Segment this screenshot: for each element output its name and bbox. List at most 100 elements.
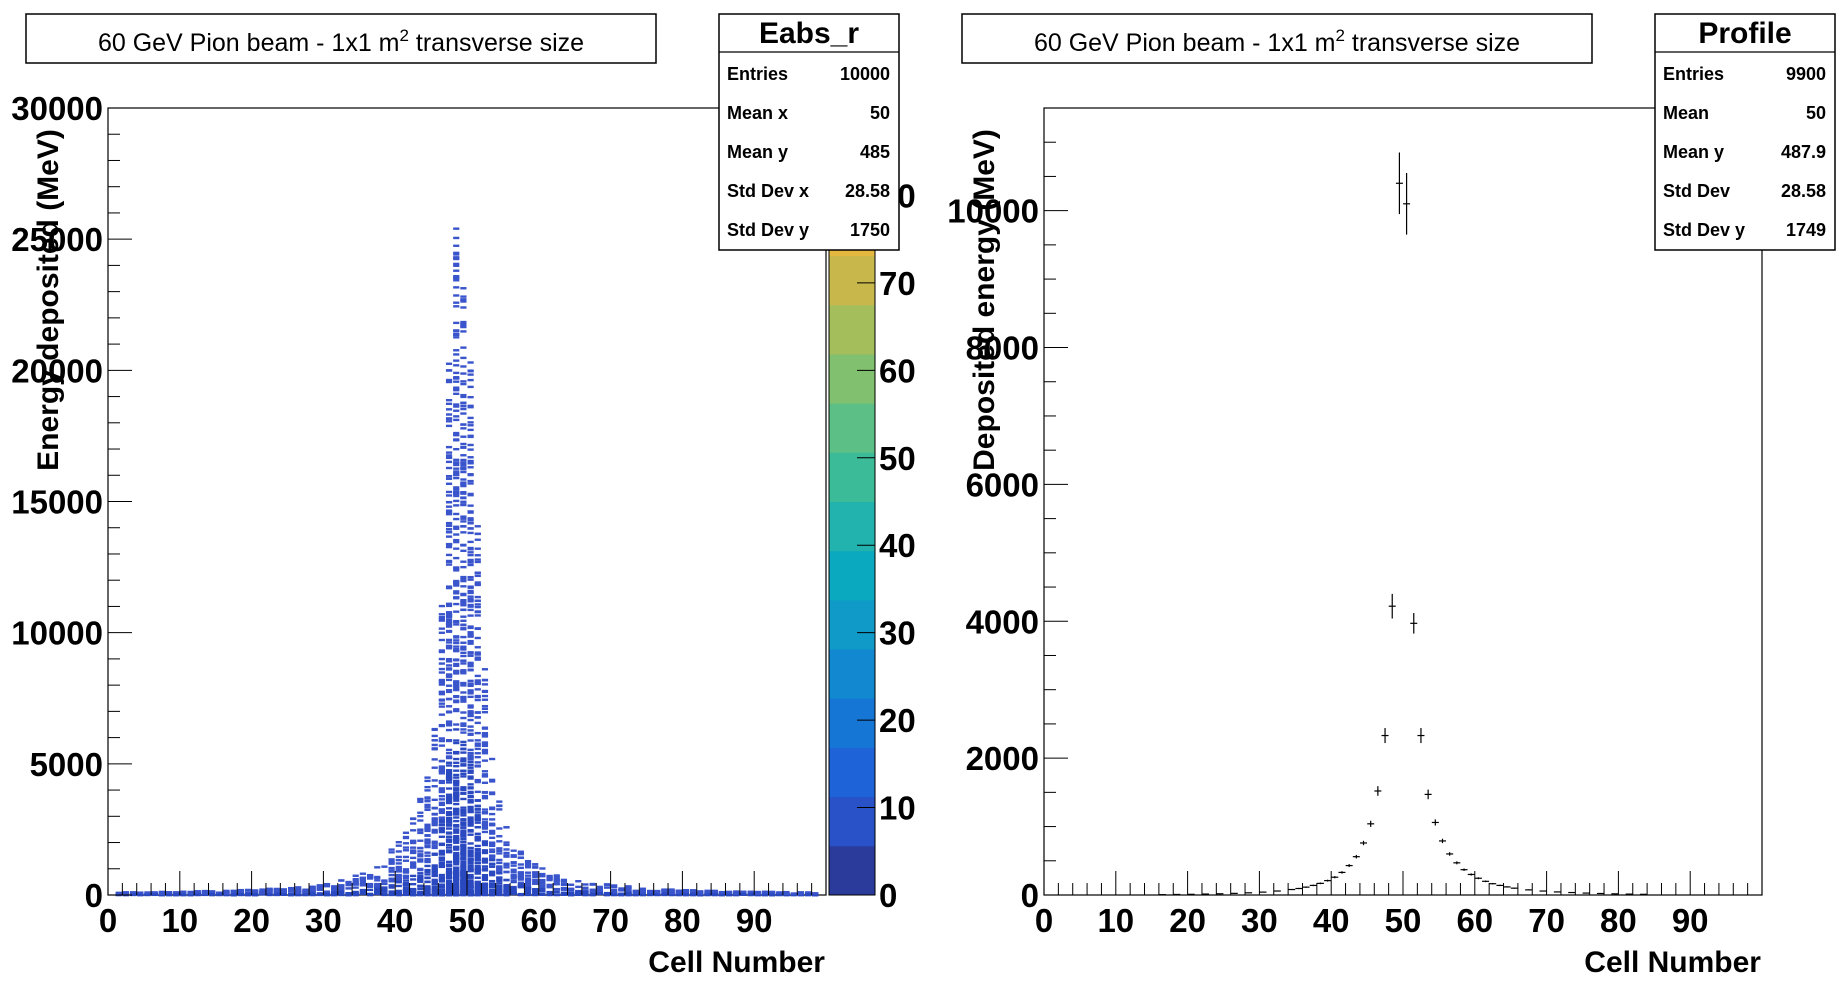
heatmap-cell bbox=[445, 711, 453, 714]
heatmap-cell bbox=[453, 461, 460, 464]
heatmap-cell bbox=[424, 785, 431, 789]
heatmap-cell bbox=[481, 850, 489, 853]
heatmap-cell bbox=[467, 816, 474, 819]
heatmap-cell bbox=[539, 882, 546, 885]
heatmap-cell bbox=[467, 640, 474, 644]
heatmap-cell bbox=[783, 892, 790, 895]
heatmap-cell bbox=[431, 869, 438, 873]
heatmap-cell bbox=[453, 881, 460, 885]
heatmap-cell bbox=[460, 772, 467, 776]
heatmap-cell bbox=[589, 892, 596, 895]
profile-point bbox=[1489, 882, 1497, 885]
heatmap-cell bbox=[460, 442, 467, 446]
heatmap-cell bbox=[553, 874, 560, 877]
heatmap-cell bbox=[467, 633, 474, 636]
heatmap-cell bbox=[481, 873, 489, 877]
heatmap-cell bbox=[503, 826, 510, 829]
heatmap-cell bbox=[445, 824, 453, 827]
heatmap-cell bbox=[395, 877, 402, 881]
heatmap-cell bbox=[553, 883, 560, 886]
heatmap-cell bbox=[467, 885, 474, 889]
heatmap-cell bbox=[481, 743, 489, 747]
heatmap-cell bbox=[568, 893, 575, 897]
heatmap-cell bbox=[467, 733, 474, 736]
heatmap-cell bbox=[431, 828, 438, 832]
heatmap-cell bbox=[438, 890, 445, 894]
heatmap-cell bbox=[474, 679, 481, 682]
heatmap-cell bbox=[481, 865, 489, 868]
heatmap-cell bbox=[438, 798, 445, 801]
heatmap-cell bbox=[438, 877, 445, 880]
heatmap-cell bbox=[812, 892, 819, 895]
heatmap-cell bbox=[345, 892, 352, 895]
colorbar-tick-label: 50 bbox=[879, 440, 916, 477]
heatmap-cell bbox=[453, 878, 460, 881]
heatmap-cell bbox=[474, 711, 481, 714]
right-stats-title: Profile bbox=[1698, 17, 1791, 50]
heatmap-cell bbox=[445, 604, 453, 608]
heatmap-cell bbox=[445, 477, 453, 480]
heatmap-cell bbox=[295, 891, 302, 894]
heatmap-cell bbox=[323, 884, 331, 888]
heatmap-cell bbox=[431, 766, 438, 769]
heatmap-cell bbox=[460, 322, 467, 325]
heatmap-cell bbox=[496, 878, 503, 882]
right-x-axis: 0 10 20 30 40 50 60 70 80 90 bbox=[1035, 871, 1763, 939]
heatmap-cell bbox=[503, 891, 510, 895]
heatmap-cell bbox=[453, 431, 460, 435]
heatmap-cell bbox=[517, 873, 524, 876]
heatmap-cell bbox=[467, 710, 474, 713]
heatmap-cell bbox=[417, 875, 424, 879]
heatmap-cell bbox=[718, 891, 725, 895]
heatmap-cell bbox=[460, 608, 467, 611]
heatmap-cell bbox=[424, 854, 431, 857]
heatmap-cell bbox=[244, 892, 252, 896]
heatmap-cell bbox=[438, 702, 445, 705]
heatmap-cell bbox=[682, 892, 690, 896]
heatmap-cell bbox=[453, 885, 460, 889]
heatmap-cell bbox=[338, 887, 345, 891]
heatmap-cell bbox=[474, 571, 481, 574]
heatmap-cell bbox=[438, 649, 445, 652]
heatmap-cell bbox=[366, 884, 374, 887]
heatmap-cell bbox=[460, 382, 467, 386]
heatmap-cell bbox=[453, 837, 460, 841]
left-y-tick-label: 15000 bbox=[11, 484, 103, 521]
heatmap-cell bbox=[460, 788, 467, 792]
heatmap-cell bbox=[259, 890, 266, 894]
heatmap-cell bbox=[453, 680, 460, 683]
colorbar-segment bbox=[829, 747, 875, 798]
right-x-tick-label: 30 bbox=[1241, 902, 1278, 939]
heatmap-cell bbox=[467, 754, 474, 758]
heatmap-cell bbox=[467, 791, 474, 795]
heatmap-cell bbox=[474, 742, 481, 745]
heatmap-cell bbox=[575, 885, 582, 889]
heatmap-cell bbox=[524, 877, 532, 880]
heatmap-cell bbox=[510, 877, 517, 880]
heatmap-cell bbox=[496, 884, 503, 888]
heatmap-cell bbox=[453, 672, 460, 675]
heatmap-cell bbox=[445, 585, 453, 588]
heatmap-cell bbox=[474, 695, 481, 699]
heatmap-cell bbox=[453, 439, 460, 442]
heatmap-cell bbox=[467, 373, 474, 376]
heatmap-cell bbox=[467, 378, 474, 382]
heatmap-cell bbox=[453, 858, 460, 861]
heatmap-cell bbox=[453, 709, 460, 713]
heatmap-cell bbox=[395, 893, 402, 897]
heatmap-cell bbox=[445, 781, 453, 784]
heatmap-cell bbox=[438, 873, 445, 877]
heatmap-cell bbox=[438, 843, 445, 847]
heatmap-cell bbox=[402, 846, 410, 849]
heatmap-cell bbox=[524, 884, 532, 887]
heatmap-cell bbox=[474, 854, 481, 857]
heatmap-cell bbox=[453, 556, 460, 560]
heatmap-cell bbox=[438, 657, 445, 661]
heatmap-cell bbox=[453, 791, 460, 795]
heatmap-cell bbox=[424, 860, 431, 863]
heatmap-cell bbox=[546, 891, 553, 895]
heatmap-cell bbox=[625, 889, 632, 892]
heatmap-cell bbox=[453, 700, 460, 704]
stats-label: Mean y bbox=[727, 142, 788, 162]
heatmap-cell bbox=[460, 491, 467, 494]
